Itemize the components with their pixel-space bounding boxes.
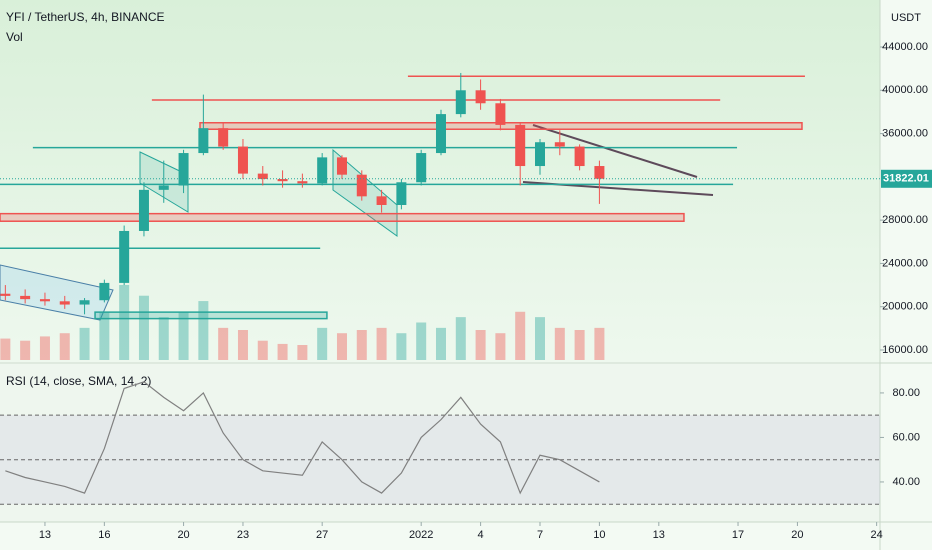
chart-title: YFI / TetherUS, 4h, BINANCE	[6, 10, 165, 24]
volume-bar	[376, 327, 387, 360]
volume-bar	[356, 330, 367, 360]
candle-body	[317, 157, 328, 184]
y-unit: USDT	[891, 12, 921, 24]
volume-bar	[475, 330, 486, 360]
candle-body	[20, 295, 31, 300]
candle-body	[277, 179, 288, 182]
candle-body	[59, 301, 70, 305]
volume-label: Vol	[6, 30, 23, 44]
volume-bar	[218, 327, 229, 360]
level-zone	[94, 311, 328, 320]
x-tick-label: 2022	[409, 529, 433, 541]
candle-body	[218, 128, 229, 147]
x-tick-label: 7	[537, 529, 543, 541]
volume-bar	[99, 311, 110, 360]
x-tick-label: 20	[177, 529, 189, 541]
candle-body	[158, 185, 169, 190]
last-price-box	[881, 169, 932, 188]
candle-body	[574, 146, 585, 167]
volume-bar	[138, 295, 149, 360]
candle-body	[297, 181, 308, 184]
rsi-title: RSI (14, close, SMA, 14, 2)	[6, 374, 151, 388]
y-tick-label: 40000.00	[882, 84, 928, 96]
candle-body	[0, 293, 11, 296]
y-tick-label: 24000.00	[882, 257, 928, 269]
y-tick-label: 16000.00	[882, 344, 928, 356]
x-tick-label: 4	[478, 529, 484, 541]
volume-bar	[515, 311, 526, 360]
volume-bar	[574, 330, 585, 360]
x-tick-label: 13	[39, 529, 51, 541]
candle-body	[475, 90, 486, 104]
candle-body	[495, 103, 506, 125]
volume-bar	[39, 336, 50, 360]
candle-body	[99, 282, 110, 301]
candle-body	[39, 299, 50, 302]
candle-body	[515, 124, 526, 167]
y-tick-label: 28000.00	[882, 214, 928, 226]
candle-body	[435, 114, 446, 154]
volume-bar	[119, 285, 130, 360]
volume-bar	[594, 327, 605, 360]
candle-body	[594, 166, 605, 179]
candle-body	[376, 196, 387, 205]
rsi-y-tick-label: 80.00	[892, 387, 920, 399]
candle-body	[257, 173, 268, 180]
volume-bar	[317, 327, 328, 360]
volume-bar	[20, 340, 31, 360]
rsi-y-tick-label: 60.00	[892, 431, 920, 443]
x-tick-label: 13	[653, 529, 665, 541]
x-tick-label: 16	[98, 529, 110, 541]
rsi-band-fill	[0, 415, 880, 505]
x-tick-label: 17	[732, 529, 744, 541]
candle-body	[416, 153, 427, 183]
candle-body	[178, 153, 189, 186]
volume-bar	[495, 333, 506, 360]
volume-bar	[178, 311, 189, 360]
price-pane	[0, 0, 880, 362]
y-tick-label: 36000.00	[882, 127, 928, 139]
candle-body	[535, 142, 545, 167]
last-price-label: 31822.01	[883, 173, 929, 185]
volume-bar	[336, 333, 347, 360]
volume-bar	[237, 330, 248, 360]
trendline	[532, 124, 698, 178]
volume-bar	[455, 317, 466, 360]
candle-body	[356, 174, 367, 197]
volume-bar	[535, 317, 545, 360]
rsi-pane	[0, 364, 880, 522]
volume-bar	[79, 327, 90, 360]
candle-body	[138, 189, 149, 231]
rsi-y-tick-label: 40.00	[892, 476, 920, 488]
candle-body	[455, 90, 466, 115]
volume-bar	[435, 327, 446, 360]
candle-body	[237, 146, 248, 174]
candle-body	[554, 142, 565, 147]
volume-bar	[59, 333, 70, 360]
x-tick-label: 24	[871, 529, 883, 541]
candle-body	[119, 230, 130, 283]
volume-bar	[198, 301, 209, 360]
x-tick-label: 10	[593, 529, 605, 541]
volume-bar	[297, 345, 308, 360]
volume-bar	[0, 338, 11, 360]
candle-body	[336, 157, 347, 175]
volume-bar	[158, 317, 169, 360]
candle-body	[396, 182, 407, 205]
candle-body	[198, 128, 209, 154]
volume-bar	[257, 340, 268, 360]
candle-body	[79, 300, 90, 305]
y-tick-label: 20000.00	[882, 301, 928, 313]
volume-bar	[396, 333, 407, 360]
x-tick-label: 27	[316, 529, 328, 541]
rsi-line	[5, 381, 600, 495]
x-tick-label: 20	[791, 529, 803, 541]
level-zone	[0, 212, 685, 222]
volume-bar	[554, 327, 565, 360]
y-tick-label: 44000.00	[882, 41, 928, 53]
volume-bar	[277, 343, 288, 360]
x-tick-label: 23	[237, 529, 249, 541]
volume-bar	[416, 322, 427, 360]
